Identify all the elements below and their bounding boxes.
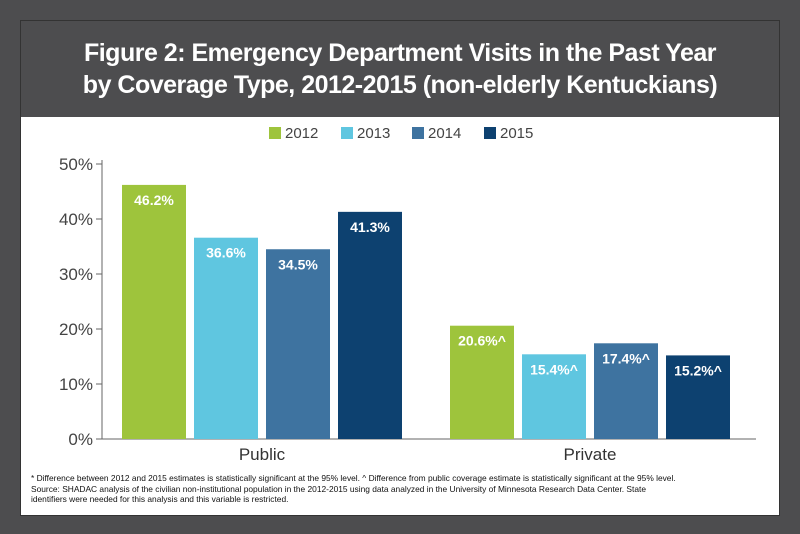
bar-private-2015 — [666, 355, 730, 439]
data-label: 41.3% — [350, 219, 390, 235]
data-label: 20.6%^ — [458, 333, 506, 349]
legend-label-2014: 2014 — [428, 125, 461, 142]
legend-swatch-2015 — [484, 127, 496, 139]
bar-private-2013 — [522, 354, 586, 439]
legend-swatch-2012 — [269, 127, 281, 139]
legend-swatch-2014 — [412, 127, 424, 139]
y-tick-label: 0% — [68, 430, 93, 449]
footnote-line-2: Source: SHADAC analysis of the civilian … — [31, 483, 646, 494]
y-tick-label: 40% — [59, 210, 93, 229]
title-bar: Figure 2: Emergency Department Visits in… — [21, 21, 779, 117]
bar-chart: 0% 10% 20% 30% 40% 50% 46.2% 36.6% 34.5% 41.3% Pub… — [59, 125, 756, 464]
y-tick-label: 30% — [59, 265, 93, 284]
x-tick-label: Public — [239, 445, 286, 464]
data-label: 34.5% — [278, 256, 318, 272]
bar-private-2014 — [594, 343, 658, 439]
data-label: 36.6% — [206, 245, 246, 261]
bar-public-2012 — [122, 184, 186, 439]
legend-label-2012: 2012 — [285, 125, 318, 142]
y-tick-label: 50% — [59, 155, 93, 174]
figure-frame: Figure 2: Emergency Department Visits in… — [20, 20, 780, 516]
legend-swatch-2013 — [341, 127, 353, 139]
x-tick-label: Private — [564, 445, 617, 464]
footnote: * Difference between 2012 and 2015 estim… — [31, 473, 776, 505]
chart-title-line-1: Figure 2: Emergency Department Visits in… — [83, 39, 717, 67]
legend-label-2013: 2013 — [357, 125, 390, 142]
bar-public-2014 — [266, 249, 330, 439]
footnote-line-3: identifiers were needed for this analysi… — [31, 494, 289, 504]
bar-public-2015 — [338, 211, 402, 439]
legend-label-2015: 2015 — [500, 125, 533, 142]
data-label: 46.2% — [134, 192, 174, 208]
data-label: 15.4%^ — [530, 361, 578, 377]
y-tick-label: 20% — [59, 320, 93, 339]
bar-private-2012 — [450, 325, 514, 439]
chart-title-line-2: by Coverage Type, 2012-2015 (non-elderly… — [82, 71, 718, 99]
bar-public-2013 — [194, 237, 258, 439]
footnote-line-1: * Difference between 2012 and 2015 estim… — [31, 473, 676, 483]
y-tick-label: 10% — [59, 375, 93, 394]
data-label: 17.4%^ — [602, 350, 650, 366]
data-label: 15.2%^ — [674, 362, 722, 378]
